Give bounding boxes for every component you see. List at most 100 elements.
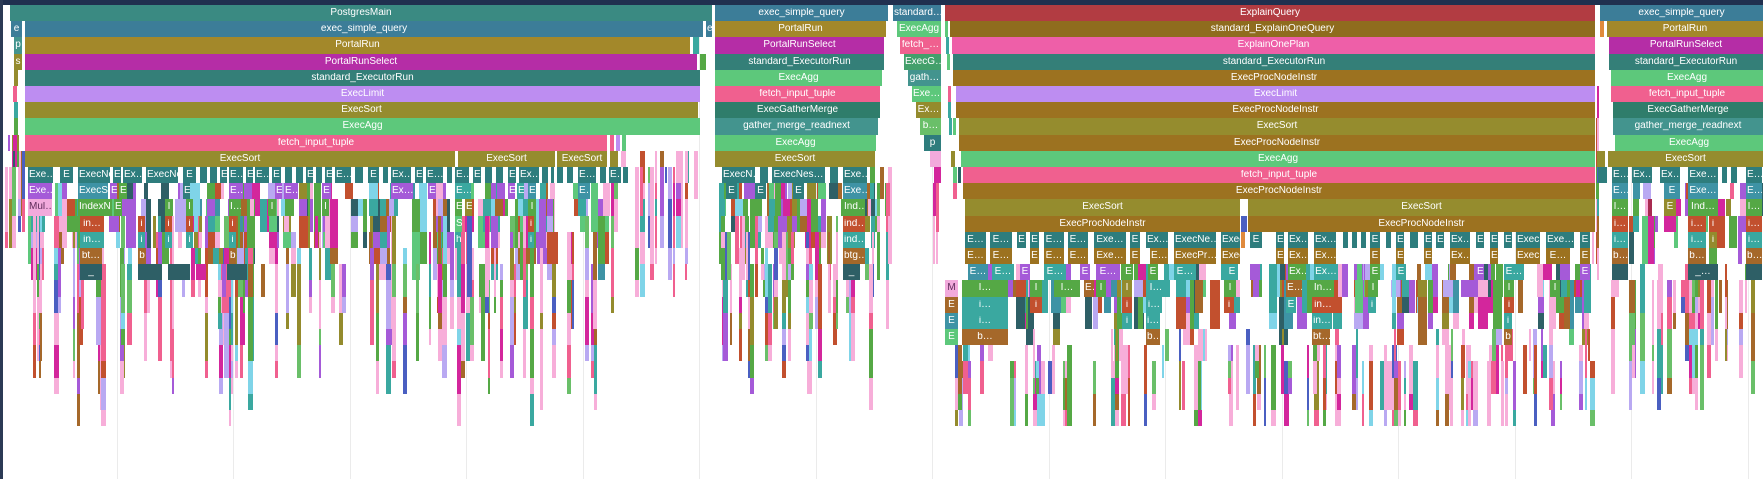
flame-spike[interactable] bbox=[1629, 280, 1633, 313]
flame-spike[interactable] bbox=[260, 199, 267, 232]
flame-frame[interactable] bbox=[948, 102, 951, 119]
flame-spike[interactable] bbox=[491, 183, 497, 216]
flame-spike[interactable] bbox=[660, 167, 664, 216]
flame-frame[interactable] bbox=[200, 167, 207, 184]
flame-spike[interactable] bbox=[1287, 377, 1292, 394]
flame-frame-b[interactable]: b bbox=[229, 248, 236, 265]
flame-spike[interactable] bbox=[843, 183, 849, 216]
flame-spike[interactable] bbox=[576, 183, 586, 216]
flame-spike[interactable] bbox=[1596, 167, 1599, 184]
flame-spike[interactable] bbox=[1493, 280, 1503, 329]
flame-spike[interactable] bbox=[1332, 264, 1343, 297]
flame-spike[interactable] bbox=[41, 248, 44, 281]
flame-spike[interactable] bbox=[1278, 296, 1289, 313]
flame-spike[interactable] bbox=[1688, 264, 1694, 313]
flame-spike[interactable] bbox=[1453, 312, 1460, 329]
flame-frame-ex[interactable]: Ex… bbox=[1314, 231, 1336, 248]
flame-frame-exec_simple_query[interactable]: exec_simple_query bbox=[715, 5, 888, 22]
flame-spike[interactable] bbox=[1559, 361, 1563, 378]
flame-spike[interactable] bbox=[127, 312, 132, 346]
flame-spike[interactable] bbox=[248, 264, 253, 297]
flame-spike[interactable] bbox=[1448, 296, 1454, 313]
flame-spike[interactable] bbox=[863, 215, 870, 232]
flame-spike[interactable] bbox=[1551, 361, 1556, 394]
flame-spike[interactable] bbox=[372, 248, 380, 265]
flame-spike[interactable] bbox=[808, 296, 814, 313]
flame-spike[interactable] bbox=[749, 264, 755, 297]
flame-spike[interactable] bbox=[815, 231, 819, 281]
flame-spike[interactable] bbox=[1528, 329, 1532, 362]
flame-spike[interactable] bbox=[1551, 393, 1556, 427]
flame-spike[interactable] bbox=[58, 296, 61, 313]
flame-spike[interactable] bbox=[933, 183, 936, 216]
flame-frame-exe[interactable]: Exe… bbox=[1688, 183, 1718, 200]
flame-spike[interactable] bbox=[1589, 361, 1595, 378]
flame-spike[interactable] bbox=[1006, 264, 1014, 297]
flame-frame-i[interactable]: I bbox=[186, 199, 193, 216]
flame-spike[interactable] bbox=[988, 345, 993, 362]
flame-spike[interactable] bbox=[773, 280, 778, 297]
flame-spike[interactable] bbox=[449, 231, 454, 281]
flame-spike[interactable] bbox=[590, 264, 595, 313]
flame-frame-standard_executorrun[interactable]: standard_ExecutorRun bbox=[25, 69, 700, 86]
flame-spike[interactable] bbox=[1052, 329, 1061, 346]
flame-frame[interactable] bbox=[567, 167, 573, 184]
flame-spike[interactable] bbox=[1473, 410, 1478, 427]
flame-spike[interactable] bbox=[738, 312, 742, 329]
flame-spike[interactable] bbox=[1588, 329, 1591, 362]
flame-spike[interactable] bbox=[676, 150, 681, 167]
flame-frame-e[interactable]: E bbox=[1130, 248, 1140, 265]
flame-spike[interactable] bbox=[1062, 377, 1065, 410]
flame-spike[interactable] bbox=[58, 231, 64, 265]
flame-spike[interactable] bbox=[1694, 393, 1699, 410]
flame-spike[interactable] bbox=[1009, 377, 1015, 427]
flame-frame-e[interactable]: E bbox=[508, 183, 515, 200]
flame-spike[interactable] bbox=[514, 231, 520, 248]
flame-spike[interactable] bbox=[846, 296, 851, 313]
flame-spike[interactable] bbox=[877, 231, 880, 281]
flame-frame[interactable] bbox=[947, 53, 950, 70]
flame-frame[interactable] bbox=[138, 264, 162, 281]
flame-spike[interactable] bbox=[1493, 329, 1503, 346]
flame-frame[interactable] bbox=[1600, 21, 1604, 38]
flame-frame[interactable] bbox=[383, 167, 388, 184]
flame-spike[interactable] bbox=[296, 264, 302, 313]
flame-spike[interactable] bbox=[72, 199, 80, 232]
flame-spike[interactable] bbox=[1583, 264, 1590, 313]
flame-spike[interactable] bbox=[9, 183, 13, 200]
flame-spike[interactable] bbox=[764, 215, 768, 248]
flame-spike[interactable] bbox=[832, 264, 837, 297]
flame-spike[interactable] bbox=[848, 231, 852, 265]
flame-spike[interactable] bbox=[1468, 345, 1471, 362]
flame-spike[interactable] bbox=[1487, 361, 1492, 394]
flame-spike[interactable] bbox=[590, 345, 595, 362]
flame-frame-e[interactable]: E… bbox=[965, 231, 986, 248]
flame-spike[interactable] bbox=[849, 296, 855, 313]
flame-frame[interactable] bbox=[953, 118, 956, 135]
flame-spike[interactable] bbox=[493, 248, 497, 297]
flame-spike[interactable] bbox=[1263, 345, 1267, 378]
flame-frame[interactable] bbox=[948, 86, 951, 103]
flame-spike[interactable] bbox=[1448, 264, 1453, 297]
flame-frame-s[interactable]: S bbox=[455, 215, 462, 232]
flame-spike[interactable] bbox=[39, 248, 43, 265]
flame-spike[interactable] bbox=[1466, 410, 1471, 427]
flame-spike[interactable] bbox=[239, 231, 244, 248]
flame-spike[interactable] bbox=[880, 167, 884, 200]
flame-spike[interactable] bbox=[499, 264, 504, 281]
flame-spike[interactable] bbox=[1314, 410, 1320, 427]
flame-spike[interactable] bbox=[1442, 329, 1449, 346]
flame-spike[interactable] bbox=[155, 264, 160, 297]
flame-spike[interactable] bbox=[470, 248, 474, 281]
flame-spike[interactable] bbox=[1104, 264, 1111, 297]
flame-spike[interactable] bbox=[228, 377, 232, 410]
flame-frame-e[interactable]: E bbox=[1580, 264, 1590, 281]
flame-frame-execprocnodeinstr[interactable]: ExecProcNodeInstr bbox=[959, 134, 1595, 151]
flame-spike[interactable] bbox=[1666, 377, 1672, 394]
flame-spike[interactable] bbox=[1041, 393, 1046, 427]
flame-spike[interactable] bbox=[746, 280, 749, 297]
flame-spike[interactable] bbox=[1673, 215, 1678, 248]
flame-frame-p[interactable]: p bbox=[14, 37, 22, 54]
flame-spike[interactable] bbox=[214, 199, 220, 216]
flame-spike[interactable] bbox=[1067, 393, 1072, 427]
